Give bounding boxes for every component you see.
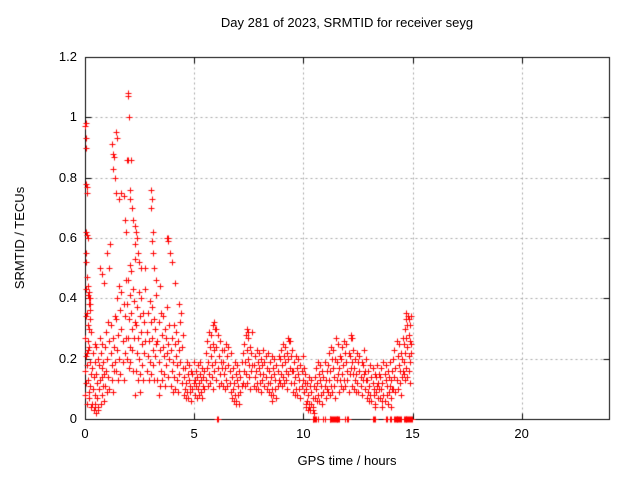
y-tick-label: 0.6 [58,230,77,245]
x-tick-label: 10 [296,426,311,441]
x-tick-label: 5 [190,426,198,441]
x-tick-label: 20 [514,426,529,441]
x-axis-label: GPS time / hours [297,453,397,468]
y-tick-label: 1.2 [58,49,77,64]
chart-title: Day 281 of 2023, SRMTID for receiver sey… [220,15,474,30]
y-tick-label: 1 [69,109,77,125]
y-axis-label: SRMTID / TECUs [12,186,27,290]
x-tick-label: 15 [405,426,420,441]
y-tick-label: 0.8 [58,169,77,185]
y-tick-label: 0.4 [58,290,77,306]
y-tick-label: 0 [69,411,77,426]
x-tick-label: 0 [81,426,89,441]
y-tick-label: 0.2 [58,350,77,366]
